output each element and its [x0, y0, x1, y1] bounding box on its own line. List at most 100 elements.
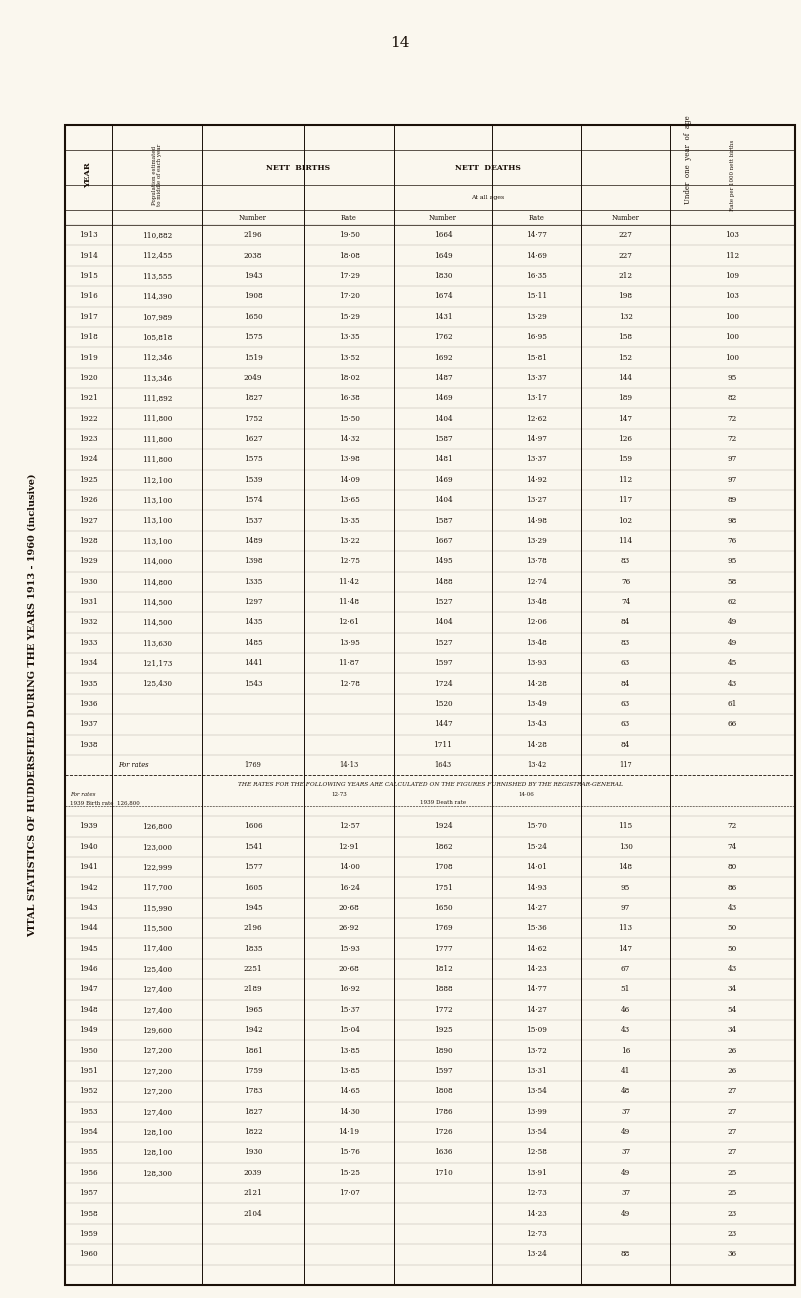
- Text: 1835: 1835: [244, 945, 262, 953]
- Text: 19·50: 19·50: [339, 231, 360, 239]
- Text: 16: 16: [621, 1046, 630, 1054]
- Text: 14·69: 14·69: [526, 252, 547, 260]
- Text: 14·28: 14·28: [526, 741, 547, 749]
- Text: 1786: 1786: [433, 1107, 453, 1116]
- Text: 14·01: 14·01: [526, 863, 547, 871]
- Text: 111,800: 111,800: [142, 456, 172, 463]
- Text: 12·73: 12·73: [526, 1231, 547, 1238]
- Text: 51: 51: [621, 985, 630, 993]
- Text: 1919: 1919: [79, 353, 98, 362]
- Text: 1917: 1917: [79, 313, 98, 321]
- Text: 17·29: 17·29: [339, 273, 360, 280]
- Text: 15·37: 15·37: [339, 1006, 360, 1014]
- Text: 1783: 1783: [244, 1088, 262, 1096]
- Text: 125,400: 125,400: [142, 964, 172, 974]
- Text: Rate: Rate: [529, 213, 545, 222]
- Text: 88: 88: [621, 1250, 630, 1259]
- Text: 43: 43: [621, 1027, 630, 1035]
- Text: 1398: 1398: [244, 557, 262, 566]
- Text: 1577: 1577: [244, 863, 262, 871]
- Text: 43: 43: [728, 680, 737, 688]
- Text: 1726: 1726: [433, 1128, 453, 1136]
- Bar: [65, 125, 795, 1285]
- Text: 112,346: 112,346: [142, 353, 172, 362]
- Text: 14·00: 14·00: [339, 863, 360, 871]
- Text: 14·92: 14·92: [526, 476, 547, 484]
- Text: 13·17: 13·17: [526, 395, 547, 402]
- Text: 1948: 1948: [79, 1006, 98, 1014]
- Text: 63: 63: [621, 720, 630, 728]
- Text: 1752: 1752: [244, 414, 262, 423]
- Text: 15·29: 15·29: [339, 313, 360, 321]
- Text: Rate: Rate: [341, 213, 357, 222]
- Text: 95: 95: [621, 884, 630, 892]
- Text: 115,990: 115,990: [142, 903, 172, 912]
- Text: 1927: 1927: [79, 517, 98, 524]
- Text: 114,390: 114,390: [142, 292, 172, 300]
- Text: 1915: 1915: [79, 273, 98, 280]
- Text: 13·54: 13·54: [526, 1088, 547, 1096]
- Text: 17·07: 17·07: [339, 1189, 360, 1197]
- Text: 128,100: 128,100: [142, 1128, 172, 1136]
- Text: 13·35: 13·35: [339, 517, 360, 524]
- Text: Rate per 1000 nett births: Rate per 1000 nett births: [730, 139, 735, 210]
- Text: 14·27: 14·27: [526, 1006, 547, 1014]
- Text: 26: 26: [728, 1067, 737, 1075]
- Text: 12·58: 12·58: [526, 1149, 547, 1157]
- Text: 16·92: 16·92: [339, 985, 360, 993]
- Text: 1543: 1543: [244, 680, 262, 688]
- Text: 27: 27: [728, 1107, 737, 1116]
- Text: For rates: For rates: [119, 761, 149, 770]
- Text: 13·85: 13·85: [339, 1046, 360, 1054]
- Text: 1939: 1939: [79, 823, 98, 831]
- Text: 27: 27: [728, 1088, 737, 1096]
- Text: 189: 189: [618, 395, 633, 402]
- Text: 67: 67: [621, 964, 630, 974]
- Text: 14·32: 14·32: [339, 435, 360, 443]
- Text: 1650: 1650: [244, 313, 262, 321]
- Text: 159: 159: [618, 456, 633, 463]
- Text: 158: 158: [618, 334, 633, 341]
- Text: 1924: 1924: [433, 823, 453, 831]
- Text: 1958: 1958: [79, 1210, 98, 1218]
- Text: 114: 114: [618, 537, 633, 545]
- Text: 1808: 1808: [433, 1088, 453, 1096]
- Text: 13·78: 13·78: [526, 557, 547, 566]
- Text: 1297: 1297: [244, 598, 262, 606]
- Text: 109: 109: [726, 273, 739, 280]
- Text: 1520: 1520: [433, 700, 453, 707]
- Text: 1441: 1441: [244, 659, 263, 667]
- Text: 1921: 1921: [79, 395, 98, 402]
- Text: 110,882: 110,882: [142, 231, 172, 239]
- Text: 152: 152: [618, 353, 633, 362]
- Text: 48: 48: [621, 1088, 630, 1096]
- Text: 74: 74: [728, 842, 737, 850]
- Text: 114,500: 114,500: [142, 619, 172, 627]
- Text: 12·61: 12·61: [339, 619, 360, 627]
- Text: 1827: 1827: [244, 1107, 262, 1116]
- Text: 50: 50: [728, 945, 737, 953]
- Text: 112,100: 112,100: [142, 476, 172, 484]
- Text: 1527: 1527: [433, 598, 453, 606]
- Text: 1636: 1636: [434, 1149, 453, 1157]
- Text: 1606: 1606: [244, 823, 262, 831]
- Text: 12·91: 12·91: [339, 842, 360, 850]
- Text: 128,100: 128,100: [142, 1149, 172, 1157]
- Text: 1643: 1643: [434, 761, 452, 770]
- Text: 14·19: 14·19: [339, 1128, 360, 1136]
- Text: 13·31: 13·31: [526, 1067, 547, 1075]
- Text: 1956: 1956: [79, 1169, 98, 1177]
- Text: 13·54: 13·54: [526, 1128, 547, 1136]
- Text: 130: 130: [618, 842, 633, 850]
- Text: 13·98: 13·98: [339, 456, 360, 463]
- Text: 132: 132: [618, 313, 633, 321]
- Text: 122,999: 122,999: [142, 863, 172, 871]
- Text: 100: 100: [726, 313, 739, 321]
- Text: 1469: 1469: [433, 395, 453, 402]
- Text: 1827: 1827: [244, 395, 262, 402]
- Text: 72: 72: [728, 435, 737, 443]
- Text: 1957: 1957: [79, 1189, 98, 1197]
- Text: 14·77: 14·77: [526, 985, 547, 993]
- Text: 1822: 1822: [244, 1128, 262, 1136]
- Text: 1936: 1936: [79, 700, 98, 707]
